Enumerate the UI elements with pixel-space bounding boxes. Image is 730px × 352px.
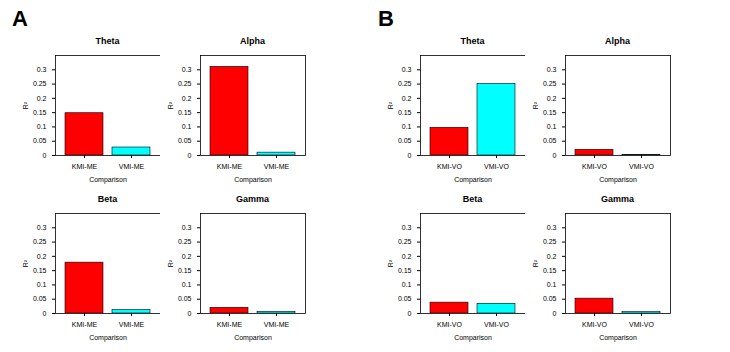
svg-text:0.25: 0.25 — [33, 238, 47, 245]
svg-text:0.25: 0.25 — [398, 80, 412, 87]
svg-text:0.3: 0.3 — [547, 66, 557, 73]
html-text:Alpha: Alpha — [605, 36, 630, 46]
svg-text:0.2: 0.2 — [37, 95, 47, 102]
svg-text:0.15: 0.15 — [178, 109, 192, 116]
svg-text:KMI-ME: KMI-ME — [217, 321, 243, 328]
svg-text:0: 0 — [43, 152, 47, 159]
svg-text:0.2: 0.2 — [182, 95, 192, 102]
svg-text:0.1: 0.1 — [547, 281, 557, 288]
svg-text:0.2: 0.2 — [402, 253, 412, 260]
svg-text:0.1: 0.1 — [182, 281, 192, 288]
svg-text:0.15: 0.15 — [178, 267, 192, 274]
svg-text:0.15: 0.15 — [543, 267, 557, 274]
svg-text:0.2: 0.2 — [182, 253, 192, 260]
svg-text:KMI-VO: KMI-VO — [437, 321, 462, 328]
svg-text:0.1: 0.1 — [402, 281, 412, 288]
svg-text:R²: R² — [22, 259, 29, 267]
svg-text:0.15: 0.15 — [398, 267, 412, 274]
svg-text:KMI-VO: KMI-VO — [582, 321, 607, 328]
svg-text:0.1: 0.1 — [37, 123, 47, 130]
svg-text:0.05: 0.05 — [398, 295, 412, 302]
svg-text:R²: R² — [22, 101, 29, 109]
svg-text:Comparison: Comparison — [599, 334, 637, 342]
svg-text:0.2: 0.2 — [547, 95, 557, 102]
html-text:Beta: Beta — [97, 194, 118, 204]
svg-text:0.05: 0.05 — [398, 137, 412, 144]
svg-text:R²: R² — [387, 101, 394, 109]
svg-text:R²: R² — [532, 101, 539, 109]
html-text:Theta: Theta — [460, 36, 485, 46]
svg-text:VMI-VO: VMI-VO — [484, 163, 509, 170]
svg-text:VMI-ME: VMI-ME — [264, 163, 290, 170]
svg-text:R²: R² — [167, 101, 174, 109]
svg-text:Comparison: Comparison — [454, 176, 492, 184]
svg-text:Comparison: Comparison — [89, 334, 127, 342]
svg-text:0.3: 0.3 — [182, 66, 192, 73]
html-text:Alpha: Alpha — [240, 36, 265, 46]
svg-text:0.2: 0.2 — [37, 253, 47, 260]
svg-text:0: 0 — [553, 310, 557, 317]
svg-text:0.05: 0.05 — [33, 295, 47, 302]
svg-text:R²: R² — [532, 259, 539, 267]
svg-text:0: 0 — [43, 310, 47, 317]
svg-text:0.1: 0.1 — [547, 123, 557, 130]
html-text:Theta: Theta — [95, 36, 120, 46]
svg-text:KMI-VO: KMI-VO — [582, 163, 607, 170]
html-text:Gamma: Gamma — [236, 194, 269, 204]
svg-text:Comparison: Comparison — [234, 334, 272, 342]
svg-text:0.05: 0.05 — [33, 137, 47, 144]
svg-text:VMI-ME: VMI-ME — [264, 321, 290, 328]
html-text:A: A — [12, 6, 28, 31]
svg-text:KMI-VO: KMI-VO — [437, 163, 462, 170]
svg-text:0.05: 0.05 — [178, 137, 192, 144]
svg-text:VMI-ME: VMI-ME — [119, 321, 145, 328]
svg-text:VMI-ME: VMI-ME — [119, 163, 145, 170]
svg-text:0.25: 0.25 — [543, 80, 557, 87]
svg-text:0.1: 0.1 — [402, 123, 412, 130]
svg-text:Comparison: Comparison — [89, 176, 127, 184]
svg-text:0.25: 0.25 — [398, 238, 412, 245]
svg-text:0: 0 — [408, 310, 412, 317]
svg-text:0.05: 0.05 — [543, 137, 557, 144]
svg-text:VMI-VO: VMI-VO — [484, 321, 509, 328]
svg-text:R²: R² — [387, 259, 394, 267]
svg-text:0.15: 0.15 — [398, 109, 412, 116]
svg-text:0.15: 0.15 — [33, 109, 47, 116]
svg-text:0.25: 0.25 — [178, 80, 192, 87]
svg-text:0.3: 0.3 — [402, 66, 412, 73]
svg-text:0.05: 0.05 — [543, 295, 557, 302]
svg-text:0: 0 — [188, 310, 192, 317]
svg-text:Comparison: Comparison — [599, 176, 637, 184]
svg-text:Comparison: Comparison — [234, 176, 272, 184]
svg-text:KMI-ME: KMI-ME — [72, 163, 98, 170]
svg-text:0.3: 0.3 — [182, 224, 192, 231]
svg-text:0.3: 0.3 — [402, 224, 412, 231]
svg-text:KMI-ME: KMI-ME — [72, 321, 98, 328]
html-text:B: B — [378, 6, 394, 31]
svg-text:VMI-VO: VMI-VO — [629, 321, 654, 328]
svg-text:0.25: 0.25 — [33, 80, 47, 87]
html-text:Beta: Beta — [462, 194, 483, 204]
svg-text:0.15: 0.15 — [33, 267, 47, 274]
svg-text:0.3: 0.3 — [547, 224, 557, 231]
svg-text:0.1: 0.1 — [37, 281, 47, 288]
svg-text:0: 0 — [553, 152, 557, 159]
svg-text:0.25: 0.25 — [178, 238, 192, 245]
svg-text:0.3: 0.3 — [37, 224, 47, 231]
svg-text:0.25: 0.25 — [543, 238, 557, 245]
html-text:Gamma: Gamma — [601, 194, 634, 204]
svg-text:0: 0 — [408, 152, 412, 159]
svg-text:Comparison: Comparison — [454, 334, 492, 342]
svg-text:0.2: 0.2 — [402, 95, 412, 102]
svg-text:0: 0 — [188, 152, 192, 159]
svg-text:0.2: 0.2 — [547, 253, 557, 260]
svg-text:R²: R² — [167, 259, 174, 267]
svg-text:0.1: 0.1 — [182, 123, 192, 130]
svg-text:0.15: 0.15 — [543, 109, 557, 116]
svg-text:0.05: 0.05 — [178, 295, 192, 302]
svg-text:VMI-VO: VMI-VO — [629, 163, 654, 170]
svg-text:KMI-ME: KMI-ME — [217, 163, 243, 170]
svg-text:0.3: 0.3 — [37, 66, 47, 73]
